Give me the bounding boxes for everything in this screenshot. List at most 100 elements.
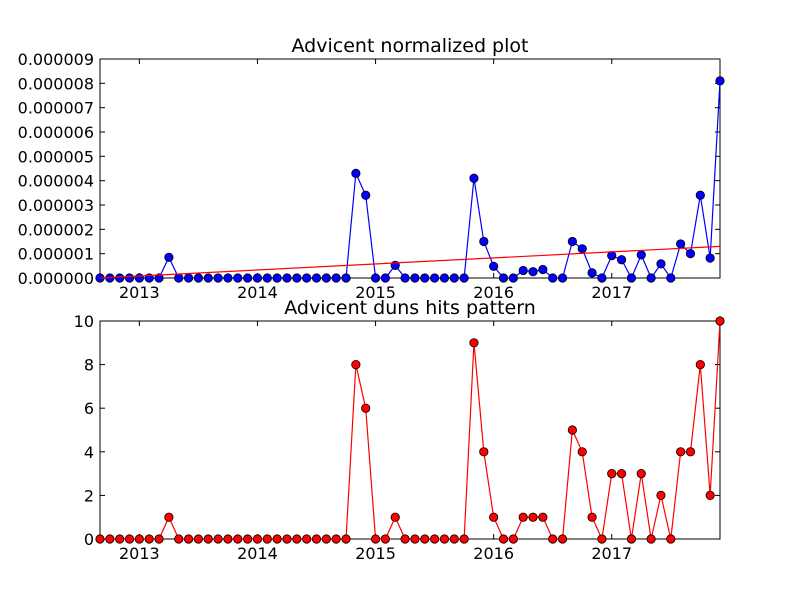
data-point: [390, 512, 400, 522]
x-tick-label: 2014: [237, 544, 278, 563]
trend-line: [99, 245, 721, 279]
data-point: [311, 534, 322, 544]
data-point: [341, 273, 351, 283]
data-point: [508, 273, 518, 283]
data-point: [626, 534, 637, 544]
data-point: [183, 273, 194, 283]
data-point: [469, 173, 479, 183]
y-tick-label: 0.000004: [18, 172, 94, 191]
plot-duns-hits: 0 2 4 6 8 10 2013 2014 2015 2016 2017 Advicent duns…: [74, 297, 725, 563]
data-point: [243, 534, 253, 544]
data-point: [134, 534, 144, 544]
data-point: [577, 447, 587, 457]
data-point: [666, 534, 676, 544]
y-tick-label: 0.000008: [18, 74, 94, 93]
data-point: [154, 273, 164, 283]
plot-normalized: 0.000000 0.000001 0.000002 0.000003 0.000004…: [18, 35, 725, 302]
data-point: [489, 512, 499, 522]
data-point: [459, 273, 469, 283]
y-tick-label: 0.000009: [18, 50, 94, 69]
data-point: [174, 273, 184, 283]
data-point: [518, 512, 528, 522]
data-point: [616, 255, 627, 265]
y-tick-label: 0.000005: [18, 147, 94, 166]
data-point: [597, 534, 607, 544]
data-point: [351, 359, 361, 370]
y-tick-label: 0.000003: [18, 196, 94, 215]
y-tick-label: 0: [84, 530, 94, 549]
x-tick-label: 2016: [473, 283, 514, 302]
data-point: [144, 534, 154, 544]
data-point: [243, 273, 253, 283]
y-tick-label: 4: [84, 443, 94, 462]
data-point: [636, 468, 646, 479]
x-tick-label: 2016: [473, 544, 514, 563]
data-point: [577, 244, 587, 254]
plot-title: Advicent normalized plot: [292, 35, 529, 57]
data-point: [252, 534, 263, 544]
data-point: [587, 268, 597, 278]
data-point: [370, 534, 381, 544]
data-point: [400, 534, 410, 544]
data-point: [489, 261, 499, 271]
data-point: [203, 534, 213, 544]
data-point: [695, 359, 705, 370]
data-point: [262, 273, 272, 283]
data-point: [213, 534, 223, 544]
data-point: [213, 273, 223, 283]
data-point: [321, 273, 331, 283]
data-point: [193, 273, 204, 283]
data-point: [105, 534, 115, 544]
data-point: [370, 273, 381, 283]
data-point: [164, 512, 174, 522]
data-point: [410, 534, 420, 544]
data-point: [557, 273, 568, 283]
x-tick-label: 2013: [119, 544, 160, 563]
data-point: [331, 534, 341, 544]
data-point: [115, 273, 125, 283]
data-point: [508, 534, 518, 544]
data-point: [567, 425, 577, 435]
data-point: [272, 534, 282, 544]
data-point: [233, 534, 243, 544]
data-point: [252, 273, 263, 283]
data-point: [361, 190, 371, 200]
data-point: [124, 534, 135, 544]
data-point: [292, 273, 302, 283]
data-point: [282, 534, 292, 544]
data-point: [164, 252, 174, 262]
data-point: [676, 239, 686, 249]
y-tick-label: 0.000001: [18, 245, 94, 264]
data-point: [479, 447, 489, 457]
data-point: [656, 490, 666, 500]
y-tick-label: 10: [74, 312, 94, 331]
data-point: [95, 534, 105, 544]
y-tick-label: 2: [84, 486, 94, 505]
data-point: [193, 534, 204, 544]
y-tick-label: 0.000007: [18, 99, 94, 118]
series-line: [100, 320, 721, 542]
data-point: [292, 534, 302, 544]
data-point: [636, 250, 646, 260]
data-point: [597, 273, 607, 283]
data-point: [302, 273, 312, 283]
data-point: [351, 168, 361, 178]
data-point: [616, 468, 627, 479]
data-point: [626, 273, 637, 283]
data-point: [449, 273, 459, 283]
data-point: [183, 534, 194, 544]
y-tick-label: 8: [84, 356, 94, 375]
x-tick-label: 2017: [591, 283, 632, 302]
data-point: [685, 447, 696, 457]
data-point: [695, 190, 705, 200]
data-point: [134, 273, 144, 283]
data-point: [124, 273, 135, 283]
y-tick-label: 0.000006: [18, 123, 94, 142]
data-point: [528, 267, 538, 277]
data-point: [656, 259, 666, 269]
data-point: [518, 265, 528, 276]
data-point: [420, 534, 430, 544]
data-point: [115, 534, 125, 544]
data-point: [705, 490, 715, 500]
